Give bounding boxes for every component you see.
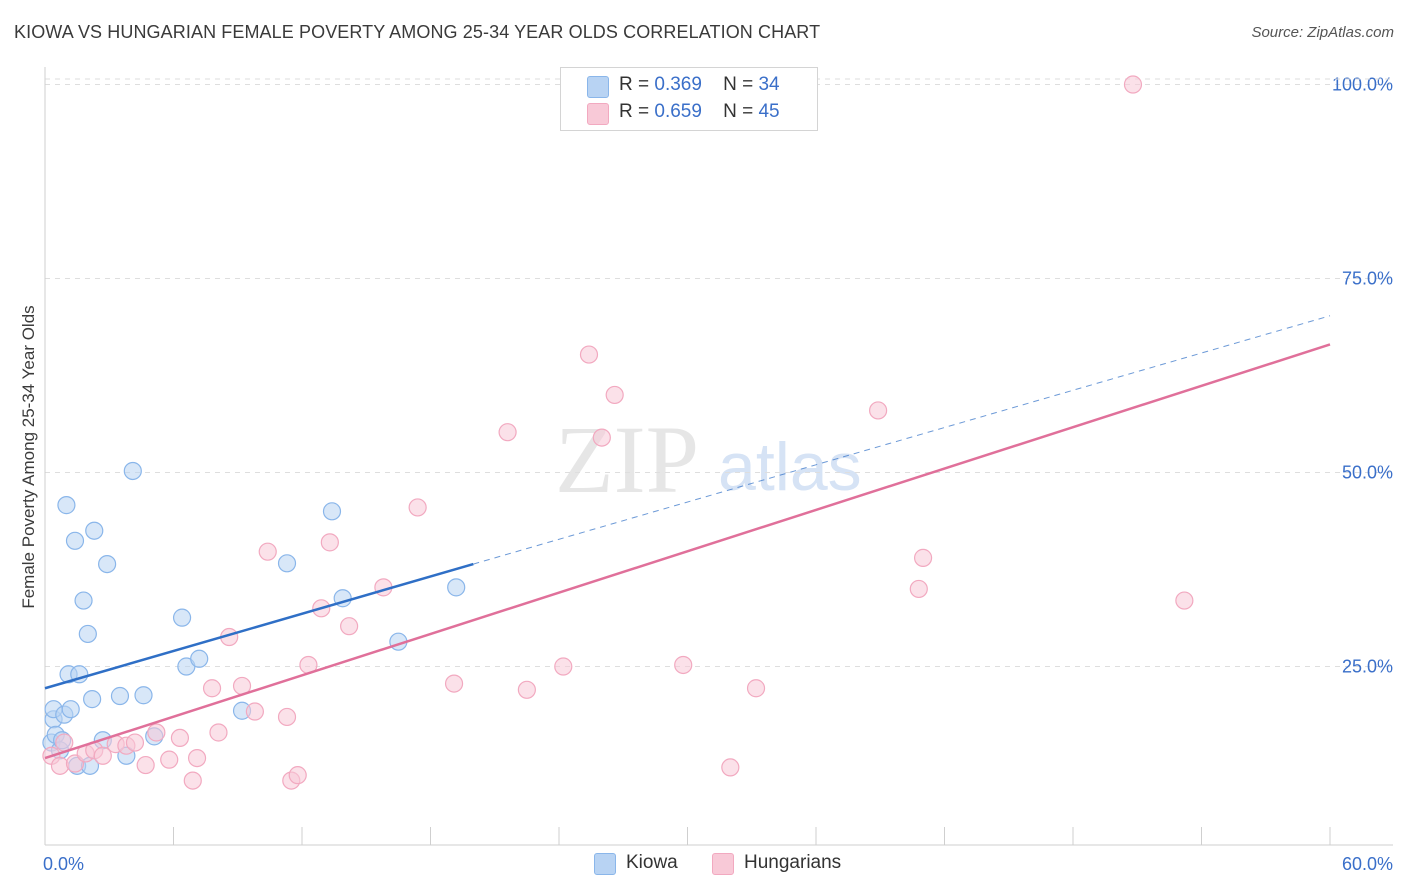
kiowa-swatch xyxy=(587,76,609,98)
kiowa-n-label: N = xyxy=(723,74,754,95)
hungarians-point xyxy=(50,756,70,775)
source-label: Source: ZipAtlas.com xyxy=(1251,24,1394,41)
y-tick-label: 100.0% xyxy=(1332,75,1393,95)
watermark-atlas: atlas xyxy=(718,429,862,505)
hungarians-point xyxy=(340,617,359,636)
hungarians-point xyxy=(209,723,228,742)
kiowa-legend-swatch xyxy=(594,853,616,875)
hungarians-point xyxy=(170,728,190,748)
hungarians-legend-label: Hungarians xyxy=(744,852,842,873)
kiowa-point xyxy=(277,554,297,573)
kiowa-n-value: 34 xyxy=(758,74,780,95)
hungarians-r-label: R = xyxy=(619,101,650,122)
hungarians-point xyxy=(160,750,179,769)
kiowa-trendline xyxy=(44,562,474,690)
hungarians-point xyxy=(592,428,611,447)
y-tick-label: 50.0% xyxy=(1342,463,1393,483)
hungarians-point xyxy=(913,548,933,567)
hungarians-point xyxy=(183,771,202,790)
hungarians-point xyxy=(93,746,112,765)
kiowa-point xyxy=(78,624,97,644)
kiowa-point xyxy=(190,649,209,668)
hungarians-point xyxy=(721,758,740,777)
kiowa-point xyxy=(65,531,85,550)
hungarians-point xyxy=(125,733,145,752)
kiowa-point xyxy=(61,700,80,719)
watermark-zip: ZIP xyxy=(555,406,699,513)
kiowa-point xyxy=(322,502,342,521)
hungarians-point xyxy=(187,748,207,768)
hungarians-point xyxy=(674,655,693,675)
kiowa-r-value: 0.369 xyxy=(654,74,702,95)
kiowa-point xyxy=(98,554,117,574)
hungarians-point xyxy=(517,680,536,699)
hungarians-point xyxy=(408,498,427,517)
hungarians-point xyxy=(320,533,339,552)
hungarians-point xyxy=(288,766,307,785)
kiowa-point xyxy=(110,686,130,706)
y-tick-label: 75.0% xyxy=(1342,269,1393,289)
x-tick-label-right: 60.0% xyxy=(1342,854,1393,874)
x-tick-label-left: 0.0% xyxy=(43,854,84,874)
hungarians-swatch xyxy=(587,103,609,125)
hungarians-point xyxy=(1175,591,1194,610)
kiowa-point xyxy=(134,686,153,705)
hungarians-point xyxy=(554,657,573,676)
hungarians-trendline xyxy=(44,343,1331,760)
kiowa-legend-label: Kiowa xyxy=(626,852,678,873)
kiowa-point xyxy=(57,496,76,515)
hungarians-point xyxy=(136,755,155,775)
hungarians-point xyxy=(202,679,222,698)
hungarians-point xyxy=(55,733,74,752)
hungarians-point xyxy=(1123,75,1143,94)
kiowa-trendline-extension xyxy=(473,315,1331,565)
y-tick-label: 25.0% xyxy=(1342,657,1393,677)
kiowa-point xyxy=(74,591,93,610)
y-axis-label: Female Poverty Among 25-34 Year Olds xyxy=(19,305,38,608)
hungarians-n-value: 45 xyxy=(758,101,780,122)
kiowa-point xyxy=(85,521,104,540)
hungarians-point xyxy=(147,723,166,742)
kiowa-point xyxy=(83,690,102,709)
kiowa-point xyxy=(123,461,142,481)
hungarians-legend-swatch xyxy=(712,853,734,875)
hungarians-point xyxy=(909,579,928,599)
hungarians-point xyxy=(277,707,297,727)
hungarians-point xyxy=(579,345,599,364)
correlation-legend: R = 0.369 N = 34 R = 0.659 N = 45 xyxy=(560,67,818,131)
kiowa-point xyxy=(172,608,192,627)
kiowa-point xyxy=(447,578,466,597)
series-legend: Kiowa Hungarians xyxy=(0,850,1406,880)
chart-title: KIOWA VS HUNGARIAN FEMALE POVERTY AMONG … xyxy=(14,22,821,42)
hungarians-point xyxy=(245,702,264,721)
kiowa-r-label: R = xyxy=(619,74,650,95)
hungarians-point xyxy=(869,401,888,420)
hungarians-point xyxy=(605,385,624,405)
hungarians-r-value: 0.659 xyxy=(654,101,702,122)
hungarians-point xyxy=(746,679,766,698)
hungarians-point xyxy=(498,423,517,442)
hungarians-point xyxy=(258,542,277,561)
hungarians-n-label: N = xyxy=(723,101,754,122)
hungarians-point xyxy=(444,674,464,693)
